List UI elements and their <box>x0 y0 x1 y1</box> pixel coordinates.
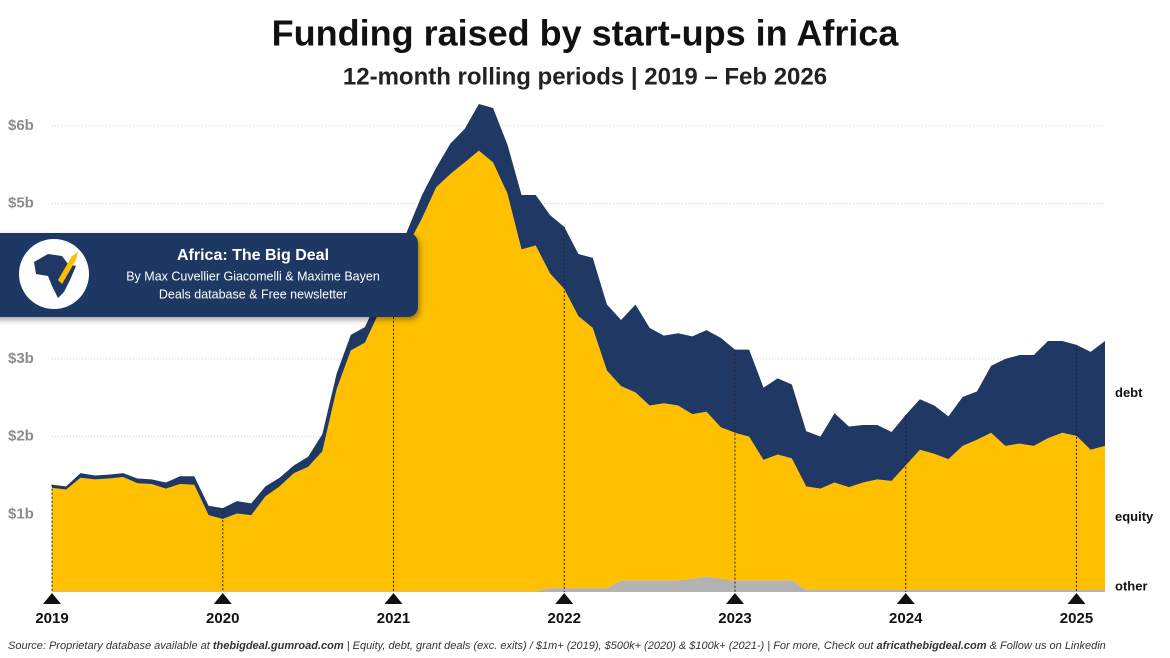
source-link: thebigdeal.gumroad.com <box>213 640 344 652</box>
x-tick-mark <box>555 593 574 604</box>
x-tick-label: 2023 <box>718 610 751 627</box>
area <box>52 576 1105 592</box>
source-link: africathebigdeal.com <box>877 640 987 652</box>
x-tick-mark <box>1067 593 1086 604</box>
y-tick-label: $1b <box>8 505 34 522</box>
chart-title: Funding raised by start-ups in Africa <box>272 13 900 54</box>
x-tick-label: 2021 <box>377 610 410 627</box>
banner-line: Deals database & Free newsletter <box>159 287 347 301</box>
legend-label: other <box>1115 578 1148 593</box>
x-tick-label: 2019 <box>35 610 68 627</box>
logo-africa <box>34 254 76 298</box>
legend-label: equity <box>1115 509 1154 524</box>
x-tick-label: 2024 <box>889 610 923 627</box>
source-note: Source: Proprietary database available a… <box>8 640 1106 652</box>
y-tick-label: $2b <box>8 428 34 445</box>
y-tick-label: $3b <box>8 350 34 367</box>
x-tick-label: 2022 <box>548 610 581 627</box>
source-part: | Equity, debt, grant deals (exc. exits)… <box>344 640 877 652</box>
x-tick-mark <box>725 593 744 604</box>
banner-box <box>0 233 418 317</box>
source-part: & Follow us on Linkedin <box>987 640 1106 652</box>
area <box>52 104 1105 519</box>
x-tick-mark <box>384 593 403 604</box>
x-tick-label: 2020 <box>206 610 239 627</box>
y-tick-label: $6b <box>8 117 34 134</box>
banner <box>0 233 418 317</box>
banner-line: By Max Cuvellier Giacomelli & Maxime Bay… <box>126 269 380 283</box>
banner-title: Africa: The Big Deal <box>177 247 329 264</box>
logo-rocket <box>58 252 78 284</box>
x-tick-label: 2025 <box>1060 610 1093 627</box>
legend-label: debt <box>1115 385 1143 400</box>
plot-area <box>43 104 1105 604</box>
chart-subtitle: 12-month rolling periods | 2019 – Feb 20… <box>343 63 827 90</box>
area <box>52 150 1105 592</box>
source-part: Source: Proprietary database available a… <box>8 640 213 652</box>
y-tick-label: $5b <box>8 194 34 211</box>
x-tick-mark <box>896 593 915 604</box>
x-tick-mark <box>213 593 232 604</box>
x-tick-mark <box>43 593 61 604</box>
